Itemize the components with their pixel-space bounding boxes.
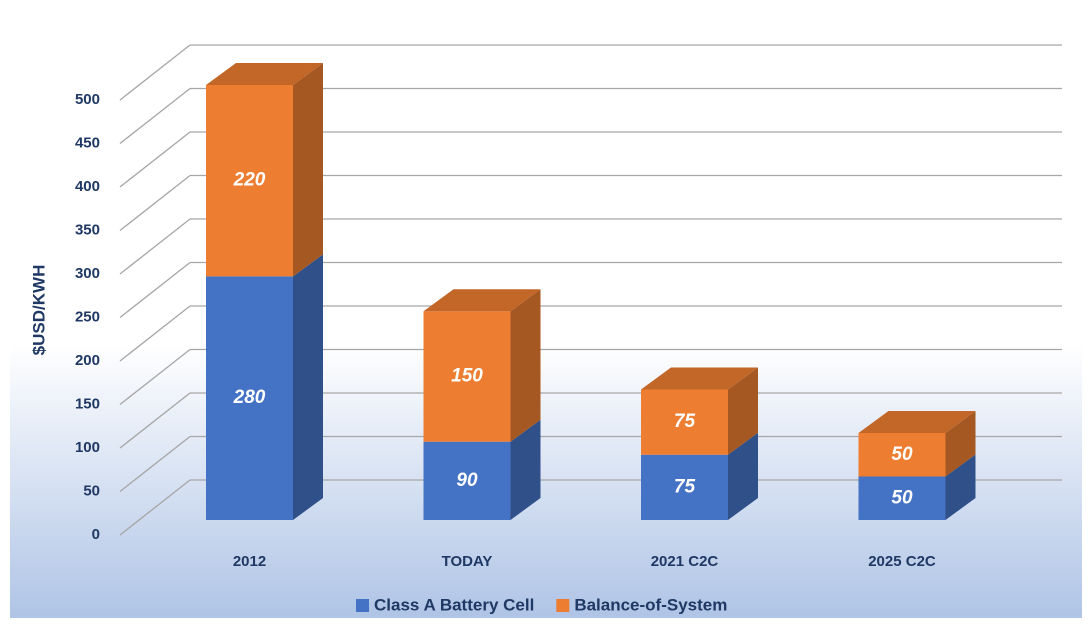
x-tick-label: 2021 C2C xyxy=(651,553,719,570)
grid-line xyxy=(119,305,191,362)
bar-side xyxy=(728,367,758,455)
grid-line xyxy=(119,87,191,145)
grid-line xyxy=(119,218,191,275)
bar-top xyxy=(423,289,541,312)
grid-line xyxy=(119,392,191,449)
grid-line xyxy=(119,348,191,406)
bar-side xyxy=(728,432,758,520)
bar-side xyxy=(510,419,541,520)
x-tick-label: TODAY xyxy=(442,553,493,570)
legend-label: Balance-of-System xyxy=(574,595,727,614)
bar xyxy=(858,476,946,520)
y-tick-label: 100 xyxy=(75,439,100,456)
grid-line xyxy=(119,479,191,536)
y-tick-label: 300 xyxy=(75,265,100,282)
data-label: 50 xyxy=(891,444,913,465)
x-tick-label: 2012 xyxy=(233,553,266,570)
data-label: 280 xyxy=(233,387,266,408)
y-tick-label: 500 xyxy=(75,91,100,108)
bar-side xyxy=(293,63,323,277)
bar xyxy=(206,276,293,520)
grid-line xyxy=(119,44,191,101)
grid-line xyxy=(119,435,191,493)
bar-top xyxy=(206,63,323,85)
bar-side xyxy=(293,254,323,520)
bar xyxy=(641,454,728,520)
legend-label: Class A Battery Cell xyxy=(374,595,534,614)
bar-top xyxy=(858,411,976,433)
bar xyxy=(206,85,293,277)
y-tick-label: 250 xyxy=(75,308,100,325)
grid-line xyxy=(119,131,191,188)
x-tick-label: 2025 C2C xyxy=(868,553,936,570)
y-tick-label: 150 xyxy=(75,395,100,412)
y-tick-label: 50 xyxy=(83,482,100,499)
y-tick-label: 400 xyxy=(75,178,100,195)
data-label: 75 xyxy=(674,476,696,497)
data-label: 90 xyxy=(456,470,478,491)
legend-swatch xyxy=(556,599,570,612)
bar-side xyxy=(945,411,976,477)
bar xyxy=(423,441,511,520)
legend-swatch xyxy=(356,599,369,612)
bar-top xyxy=(641,367,758,390)
bar-side xyxy=(945,454,976,520)
data-label: 75 xyxy=(674,411,696,432)
data-label: 50 xyxy=(891,487,913,508)
bar xyxy=(423,311,511,442)
bar-side xyxy=(510,289,541,442)
bar xyxy=(858,433,946,477)
data-label: 220 xyxy=(233,170,266,191)
y-tick-label: 200 xyxy=(75,352,100,369)
grid-line xyxy=(119,261,191,319)
bar xyxy=(641,389,728,455)
y-tick-label: 0 xyxy=(92,526,100,543)
y-tick-label: 450 xyxy=(75,134,100,151)
data-label: 150 xyxy=(451,365,483,386)
plot-background xyxy=(10,10,1082,618)
y-tick-label: 350 xyxy=(75,221,100,238)
grid-line xyxy=(119,174,191,232)
y-axis-title: $USD/KWH xyxy=(29,265,48,356)
